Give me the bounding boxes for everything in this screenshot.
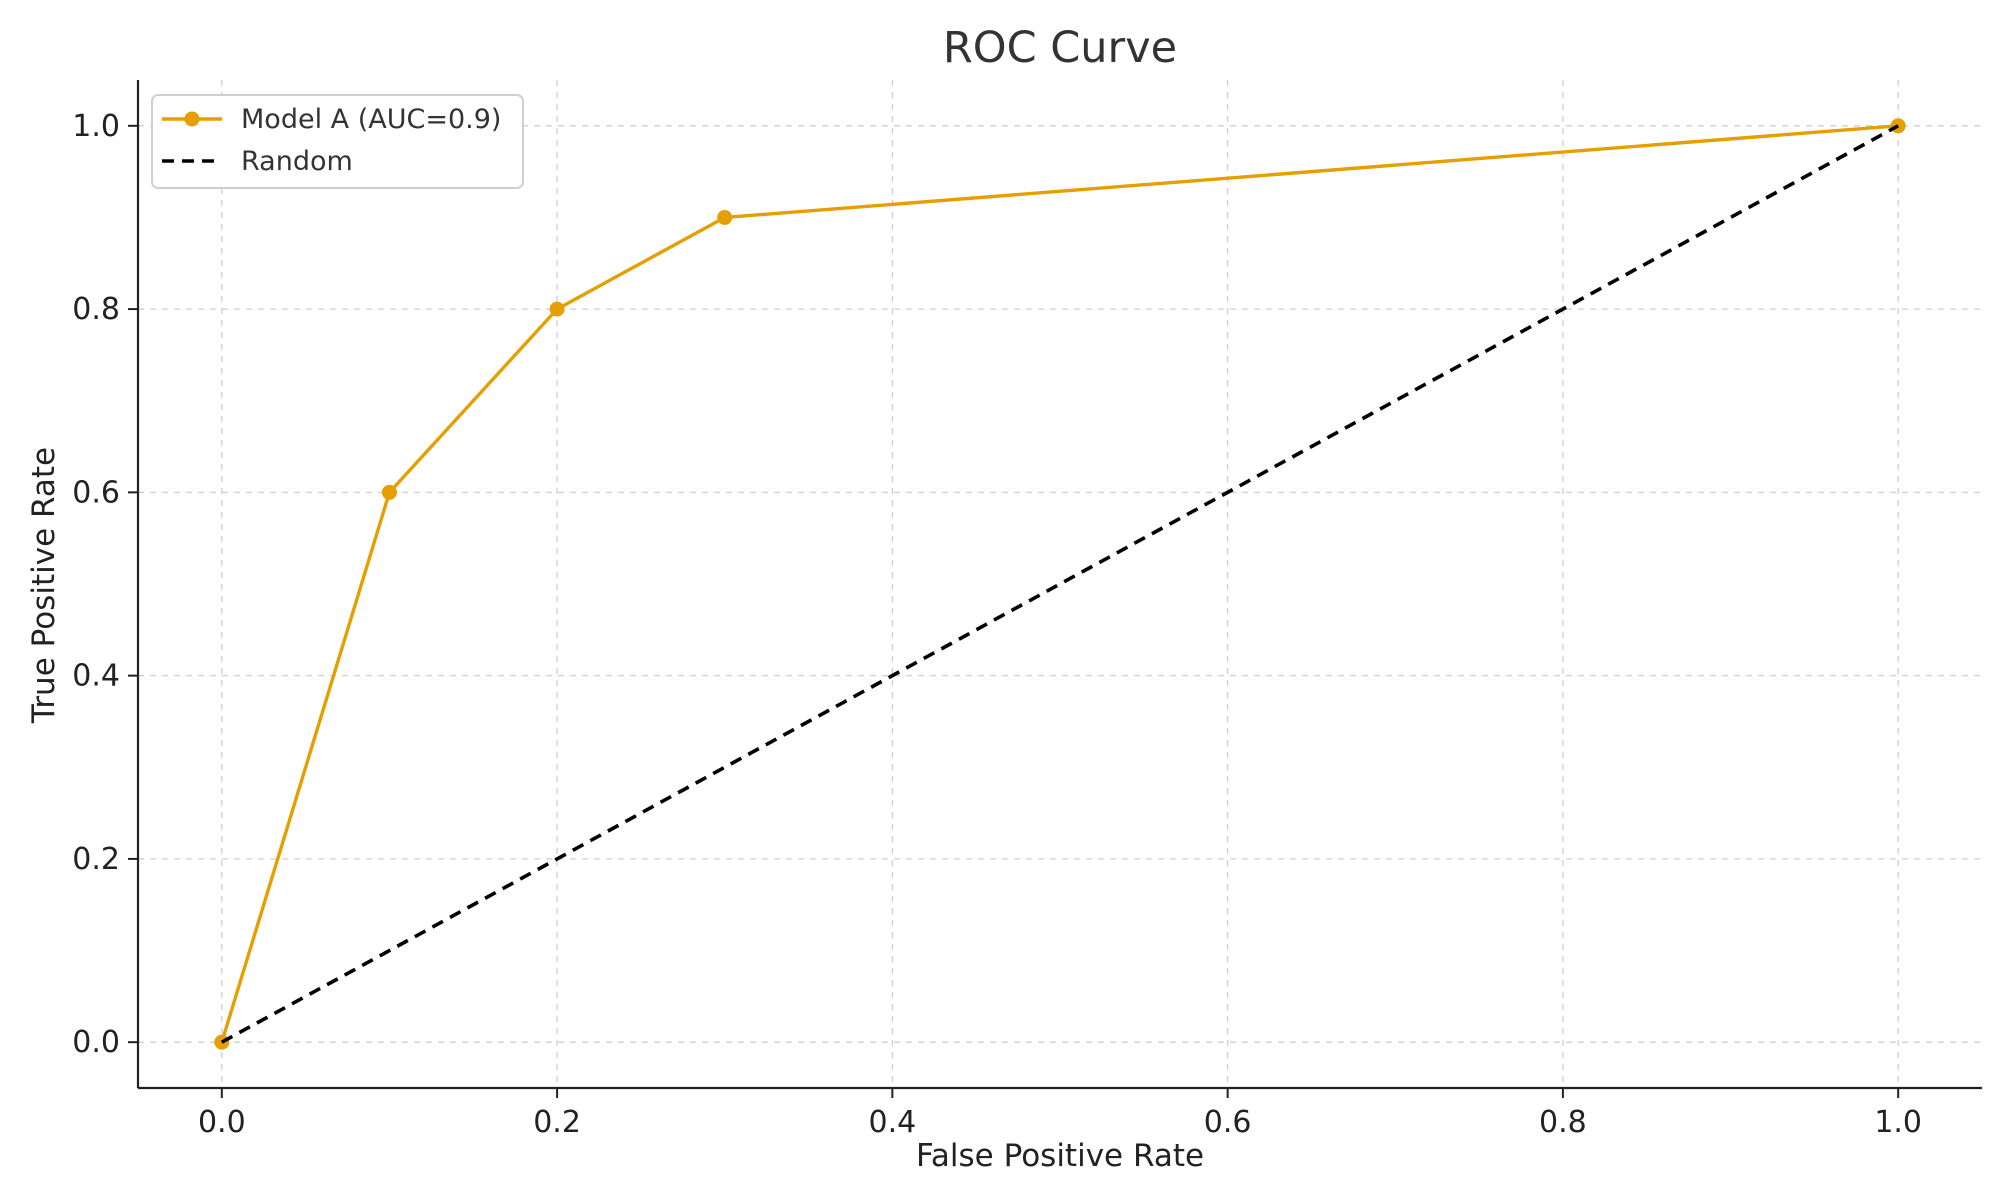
y-tick-label: 1.0 bbox=[72, 109, 120, 144]
data-point bbox=[717, 209, 733, 225]
y-tick-label: 0.2 bbox=[72, 842, 120, 877]
y-tick-label: 0.4 bbox=[72, 659, 120, 694]
y-tick-label: 0.6 bbox=[72, 475, 120, 510]
legend-model-a-label: Model A (AUC=0.9) bbox=[241, 104, 501, 135]
x-tick-label: 0.4 bbox=[869, 1105, 917, 1140]
data-point bbox=[381, 484, 397, 500]
x-tick-label: 0.2 bbox=[533, 1105, 581, 1140]
series-line-1 bbox=[220, 124, 1900, 1044]
y-tick-label: 0.8 bbox=[72, 292, 120, 327]
legend-random-label: Random bbox=[241, 146, 353, 177]
data-point bbox=[549, 301, 565, 317]
axes: 0.0 0.2 0.4 0.6 0.8 1.0 0.0 0.2 0.4 0.6 0.8 1.0 bbox=[72, 80, 1982, 1140]
chart-title: ROC Curve bbox=[943, 23, 1177, 73]
x-tick-label: 1.0 bbox=[1874, 1105, 1922, 1140]
y-tick-label: 0.0 bbox=[72, 1025, 120, 1060]
data-point bbox=[1890, 118, 1906, 134]
legend-model-a-marker bbox=[184, 111, 200, 127]
x-tick-label: 0.8 bbox=[1539, 1105, 1587, 1140]
y-axis-label: True Positive Rate bbox=[26, 447, 62, 724]
x-axis-label: False Positive Rate bbox=[916, 1138, 1204, 1174]
series-layer bbox=[214, 118, 1906, 1050]
x-tick-label: 0.0 bbox=[198, 1105, 246, 1140]
x-tick-label: 0.6 bbox=[1204, 1105, 1252, 1140]
grid bbox=[138, 80, 1982, 1088]
legend-box bbox=[151, 94, 524, 189]
legend: Model A (AUC=0.9) Random bbox=[151, 94, 524, 189]
